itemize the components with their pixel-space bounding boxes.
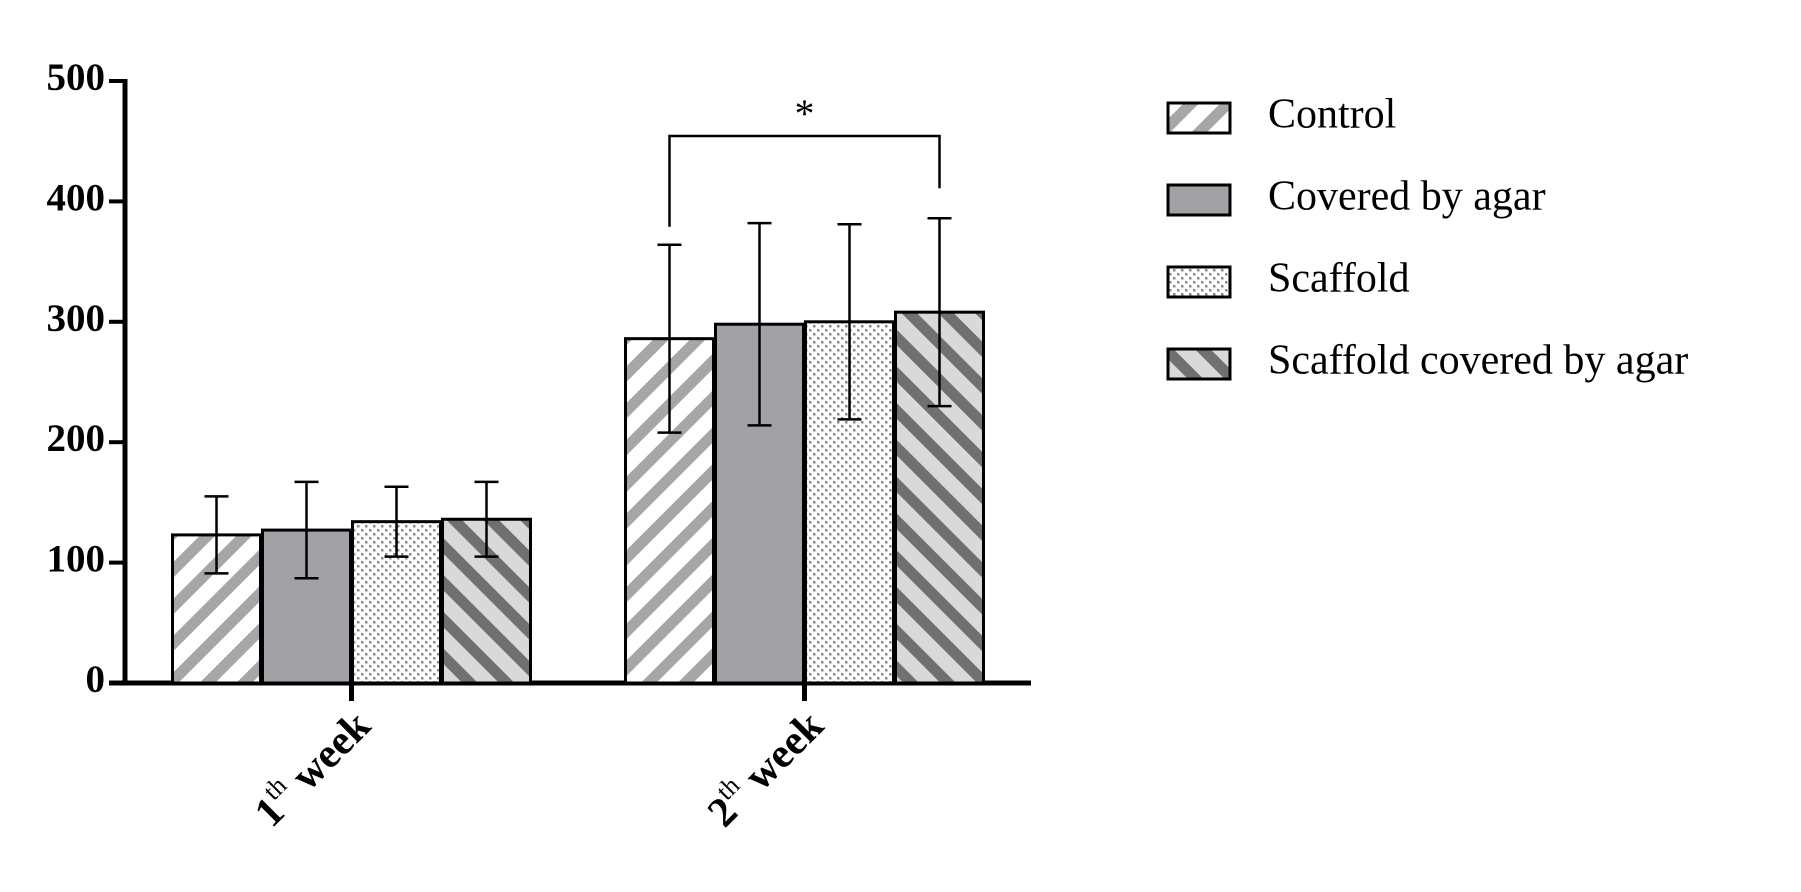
legend-swatch bbox=[1166, 347, 1232, 381]
y-tick-label: 0 bbox=[86, 658, 106, 701]
x-tick-label: 1th week bbox=[243, 699, 380, 836]
y-tick-label: 500 bbox=[47, 56, 106, 99]
legend-label: Scaffold bbox=[1268, 256, 1410, 302]
error-bar bbox=[474, 480, 499, 558]
y-tick-label: 100 bbox=[47, 538, 106, 581]
y-tick-label: 300 bbox=[47, 297, 106, 340]
x-tick-label: 2th week bbox=[696, 699, 833, 836]
error-bar bbox=[927, 217, 952, 408]
error-bar bbox=[747, 221, 772, 427]
error-bar bbox=[384, 485, 409, 558]
legend-swatch bbox=[1166, 265, 1232, 299]
y-tick-label: 200 bbox=[47, 417, 106, 460]
bar bbox=[804, 320, 895, 685]
legend-label: Scaffold covered by agar bbox=[1268, 338, 1688, 384]
error-bar bbox=[657, 243, 682, 434]
legend-label: Covered by agar bbox=[1268, 174, 1546, 220]
error-bar bbox=[204, 495, 229, 575]
significance-label: * bbox=[795, 91, 815, 136]
legend-swatch bbox=[1166, 101, 1232, 135]
legend-swatch bbox=[1166, 183, 1232, 217]
significance-bracket bbox=[668, 134, 941, 227]
error-bar bbox=[294, 480, 319, 580]
legend-label: Control bbox=[1268, 92, 1396, 138]
error-bar bbox=[837, 223, 862, 421]
y-tick-label: 400 bbox=[47, 176, 106, 219]
